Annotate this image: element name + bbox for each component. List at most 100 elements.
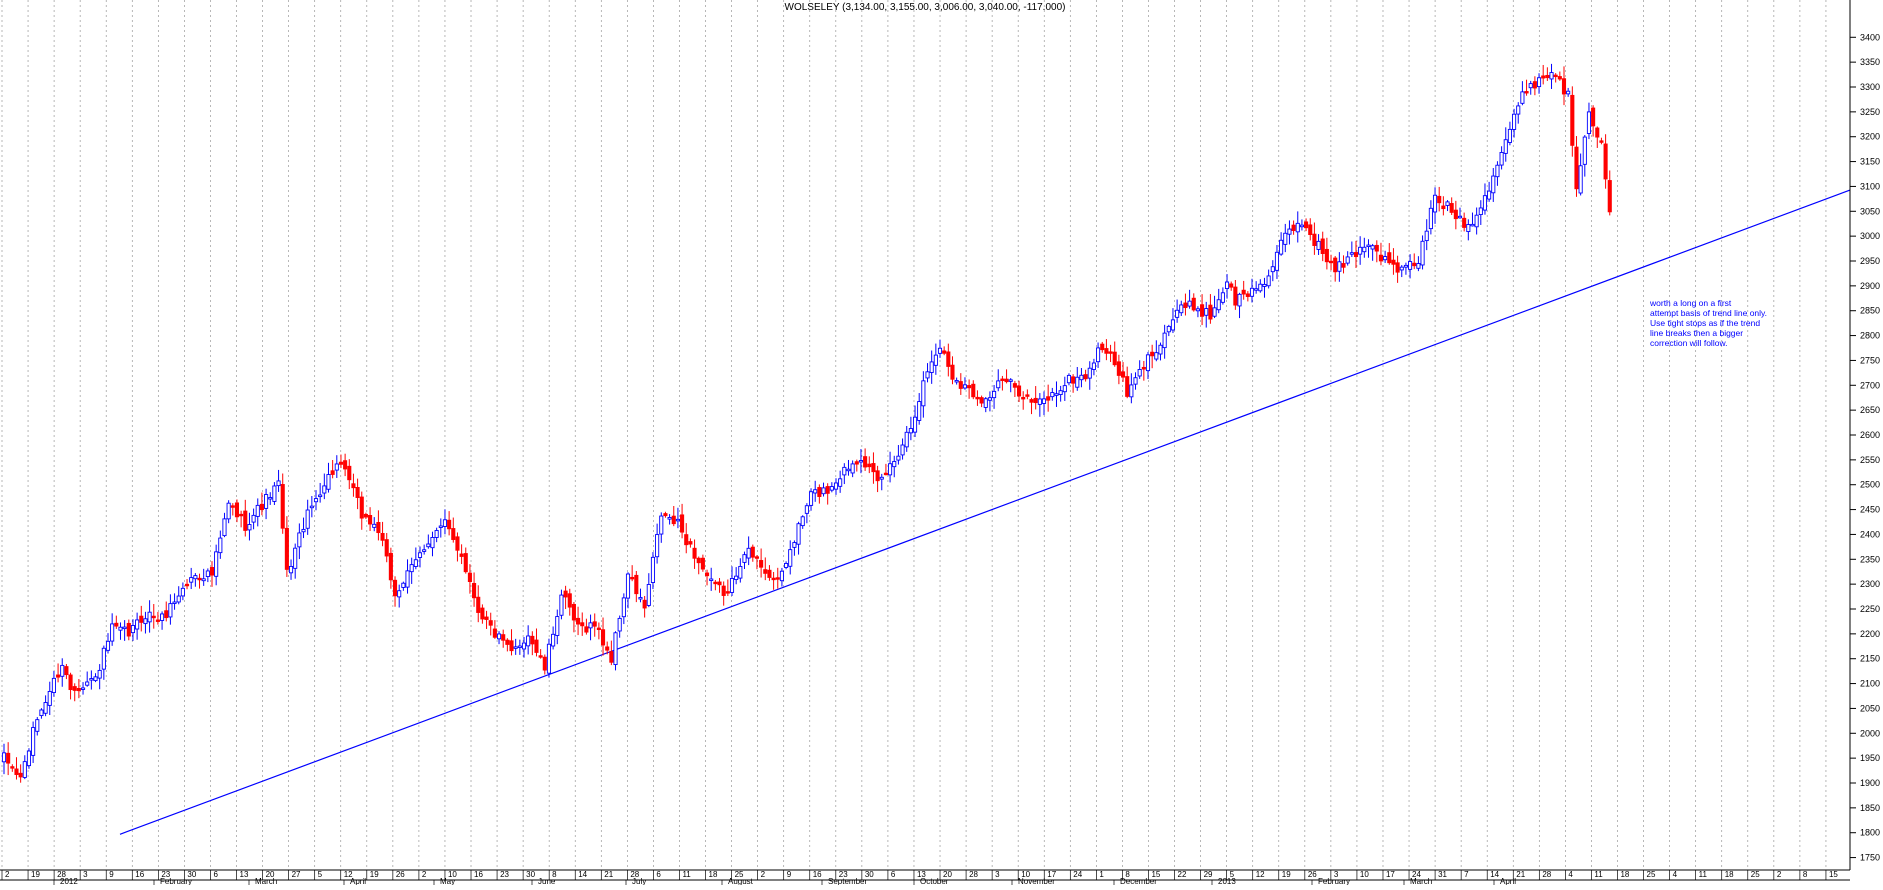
x-day-label: 8	[552, 870, 557, 879]
candle-body	[164, 610, 169, 619]
candle-body	[1, 752, 7, 763]
candle-body	[646, 584, 651, 606]
x-day-label: 5	[318, 870, 323, 879]
candle-body	[501, 634, 506, 641]
candle	[180, 582, 185, 601]
candle-body	[1370, 245, 1375, 250]
candle	[867, 456, 872, 474]
candle	[1586, 102, 1592, 140]
candle-body	[118, 626, 123, 631]
candle-body	[1037, 398, 1042, 405]
candle-body	[717, 581, 722, 586]
candle-body	[588, 622, 593, 629]
candle	[22, 755, 27, 780]
x-month-label: April	[1500, 877, 1516, 885]
candle	[189, 567, 194, 590]
candle-body	[987, 397, 992, 401]
candle-body	[80, 687, 86, 690]
candle-body	[788, 549, 793, 567]
x-month-label: April	[350, 877, 366, 885]
x-day-label: 6	[891, 870, 896, 879]
candle-body	[239, 513, 244, 517]
candle	[967, 379, 972, 399]
candle	[1025, 389, 1030, 400]
candle-body	[1204, 308, 1209, 316]
candle	[971, 380, 976, 400]
y-tick-label: 2800	[1860, 331, 1880, 341]
candle-body	[567, 593, 572, 608]
candle-body	[43, 702, 48, 714]
candle	[272, 482, 277, 506]
y-tick-label: 2150	[1860, 654, 1880, 664]
candle-body	[1349, 252, 1354, 255]
candle	[925, 363, 930, 383]
candle-body	[638, 597, 643, 600]
y-tick-label: 1950	[1860, 753, 1880, 763]
candle	[1291, 220, 1296, 235]
candle	[559, 589, 564, 620]
candle-body	[655, 534, 660, 558]
candle-body	[1245, 293, 1250, 297]
candle-body	[388, 552, 393, 581]
candle-body	[1462, 217, 1467, 228]
candle-body	[1258, 283, 1263, 292]
candle-body	[729, 577, 735, 593]
candle-body	[1536, 77, 1542, 88]
candle	[64, 663, 69, 680]
candle	[322, 473, 327, 500]
candle	[384, 533, 389, 563]
x-day-label: 28	[969, 870, 978, 879]
x-day-label: 12	[344, 870, 353, 879]
candle	[879, 473, 884, 491]
candle-body	[438, 525, 443, 528]
candle-body	[1129, 384, 1134, 398]
candle-body	[1333, 257, 1338, 273]
candle-body	[143, 618, 148, 625]
candle-body	[509, 640, 514, 652]
candle-body	[1570, 94, 1575, 146]
candle-body	[1499, 152, 1504, 166]
candle	[1582, 134, 1587, 177]
x-day-label: 6	[656, 870, 661, 879]
candle-body	[234, 502, 240, 518]
candle-body	[31, 727, 36, 756]
candle	[1408, 254, 1413, 279]
candle	[846, 459, 851, 476]
candle	[1374, 240, 1379, 263]
candle	[1046, 384, 1051, 412]
candle	[1541, 64, 1546, 85]
candle-body	[962, 384, 968, 389]
candle-body	[330, 470, 335, 475]
x-day-label: 2	[761, 870, 766, 879]
candle	[168, 594, 173, 625]
candle-body	[201, 578, 206, 582]
candle	[60, 658, 65, 687]
candle-body	[1249, 287, 1255, 297]
y-tick-label: 2650	[1860, 405, 1880, 415]
candle	[555, 609, 560, 645]
x-day-label: 24	[1073, 870, 1082, 879]
candle	[135, 612, 140, 640]
candle	[779, 567, 784, 587]
y-tick-label: 3100	[1860, 181, 1880, 191]
candle-body	[293, 547, 298, 569]
candle-body	[1183, 302, 1188, 309]
candle-body	[451, 528, 456, 540]
candle-body	[35, 719, 40, 732]
candle	[1220, 287, 1225, 305]
candle-body	[1591, 107, 1596, 127]
candle	[1308, 218, 1313, 241]
candle-body	[1220, 292, 1225, 303]
candle-body	[750, 546, 755, 558]
candle-body	[1395, 262, 1400, 273]
candle	[979, 395, 984, 408]
candle	[1416, 256, 1421, 272]
y-tick-label: 2600	[1860, 430, 1880, 440]
candle-body	[484, 616, 489, 620]
candle-body	[792, 542, 797, 548]
candle-body	[85, 681, 90, 686]
candle-body	[813, 489, 818, 494]
candle	[580, 612, 585, 636]
candle-body	[1208, 304, 1213, 320]
candle-body	[1279, 239, 1284, 255]
